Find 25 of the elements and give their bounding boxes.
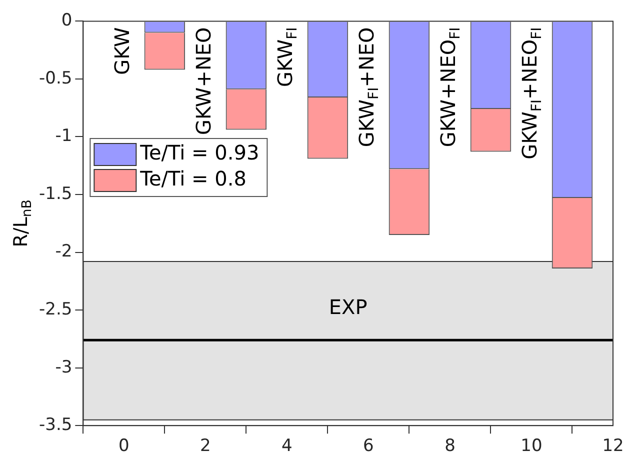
y-tick-label: -0.5 xyxy=(39,68,72,88)
annotation: GKWFI+NEOFI xyxy=(518,27,546,160)
x-tick-label: 12 xyxy=(602,436,624,456)
x-tick-label: 4 xyxy=(282,436,292,456)
y-tick-label: -2 xyxy=(55,242,72,262)
x-tick-label: 8 xyxy=(444,436,456,456)
legend-label: Te/Ti = 0.93 xyxy=(139,140,260,165)
annotation: GKW xyxy=(110,26,134,75)
y-axis-title: R/LnB xyxy=(10,200,36,248)
annotation: GKW+NEOFI xyxy=(436,27,464,148)
y-tick-label: 0 xyxy=(61,10,72,31)
y-tick-label: -3 xyxy=(55,357,72,378)
y-tick-label: -2.5 xyxy=(39,299,72,320)
band-label: EXP xyxy=(328,295,368,320)
legend-label: Te/Ti = 0.8 xyxy=(139,166,246,191)
y-tick-label: -1.5 xyxy=(39,184,72,204)
y-tick-label: -3.5 xyxy=(39,415,72,436)
x-tick-label: 10 xyxy=(520,436,542,456)
y-tick-label: -1 xyxy=(55,126,72,146)
x-tick-label: 0 xyxy=(118,436,130,456)
x-tick-label: 6 xyxy=(363,436,374,456)
annotation: GKWFI xyxy=(273,27,301,88)
annotation: GKW+NEO xyxy=(192,27,216,135)
x-tick-label: 2 xyxy=(200,436,211,456)
annotation: GKWFI+NEO xyxy=(354,27,382,148)
